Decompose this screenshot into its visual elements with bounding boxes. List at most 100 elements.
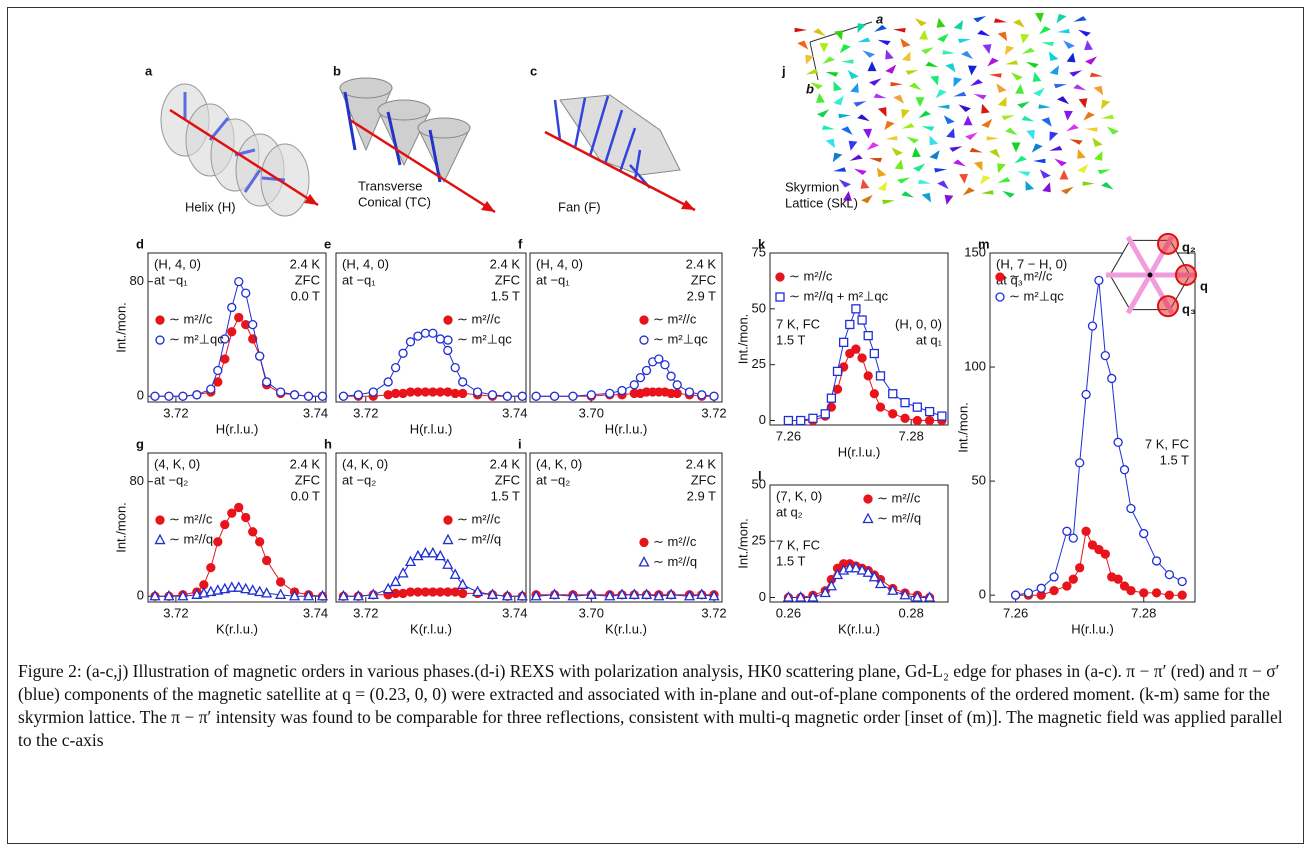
annotation: ZFC [495, 472, 520, 487]
spin-arrow [1085, 127, 1098, 132]
data-point [275, 577, 286, 587]
data-point [654, 354, 664, 364]
spin-arrow [969, 147, 983, 153]
data-point [227, 302, 237, 313]
spin-arrow [921, 192, 932, 203]
spin-arrow [1025, 61, 1039, 68]
illustration-caption: Fan (F) [558, 199, 601, 214]
spin-arrow [905, 70, 919, 75]
spin-arrow [1032, 71, 1042, 82]
spin-arrow [997, 96, 1007, 107]
spin-arrow [1056, 13, 1067, 24]
series [530, 588, 720, 601]
data-point [486, 588, 499, 599]
spin-arrow [873, 93, 887, 99]
spin-arrow [973, 161, 983, 172]
data-point [443, 515, 453, 525]
spin-arrow [853, 101, 867, 107]
data-point [832, 366, 843, 377]
spin-arrow [884, 120, 895, 131]
data-point [412, 549, 424, 561]
data-point [1113, 574, 1123, 584]
data-point [856, 564, 868, 575]
data-point [1100, 549, 1110, 559]
spin-arrow [921, 47, 934, 55]
spin-arrow [1078, 29, 1091, 37]
data-point [435, 587, 445, 597]
spin-arrow [822, 56, 835, 64]
spin-arrow [982, 44, 992, 55]
data-point [449, 568, 461, 579]
legend-label: ∼ m²//q + m²⊥qc [789, 288, 889, 303]
x-tick-label: 3.72 [353, 605, 378, 620]
panel-letter: g [136, 436, 144, 451]
data-point [413, 387, 423, 397]
data-point [796, 415, 806, 426]
annotation: 0.0 T [291, 288, 320, 303]
x-tick-label: 0.26 [776, 605, 801, 620]
conical-axis [349, 118, 496, 214]
spin-arrow [937, 180, 949, 190]
spin-arrow [833, 81, 843, 92]
data-point [857, 353, 867, 363]
illustration-caption: Conical (TC) [358, 194, 431, 209]
spin-arrow [1069, 139, 1083, 145]
data-point [234, 277, 244, 287]
data-point [604, 589, 616, 601]
data-point [155, 515, 165, 525]
data-point [825, 579, 837, 591]
inset-arrow [1125, 273, 1153, 315]
spin-arrow [874, 24, 887, 32]
data-point [428, 587, 438, 597]
spin-arrow [997, 163, 1006, 174]
data-point [1023, 588, 1034, 598]
data-point [517, 391, 527, 401]
spin-arrow [917, 179, 931, 184]
data-point [428, 328, 438, 338]
annotation: at q₂ [776, 504, 803, 519]
data-point [875, 371, 886, 381]
data-point [413, 331, 423, 341]
data-point [1139, 588, 1149, 598]
spin-arrow [1077, 164, 1089, 174]
spin-arrow [861, 194, 873, 204]
data-point [888, 409, 898, 419]
data-point [241, 288, 251, 298]
data-point [995, 292, 1005, 302]
data-point [428, 387, 438, 397]
spin-arrow [915, 97, 925, 107]
spin-arrow [977, 30, 991, 37]
data-point [857, 315, 867, 325]
data-point [443, 315, 453, 325]
spin-arrow [1038, 104, 1051, 109]
spin-arrow [1021, 115, 1035, 122]
data-point [1068, 574, 1078, 584]
x-tick-label: 3.74 [303, 605, 328, 620]
annotation: (H, 4, 0) [536, 256, 583, 271]
data-point [672, 380, 682, 390]
data-point [639, 335, 649, 345]
spin-arrow [953, 91, 967, 97]
data-point [874, 577, 887, 589]
spin-arrow [869, 157, 883, 163]
y-tick-label: 80 [130, 273, 144, 288]
data-point [1081, 526, 1091, 536]
spin-arrow [929, 135, 939, 146]
x-tick-label: 3.72 [353, 405, 378, 420]
spin-arrow [867, 61, 877, 72]
data-point [845, 348, 855, 359]
x-tick-label: 3.74 [303, 405, 328, 420]
spin-arrow [885, 64, 897, 74]
spin-arrow [848, 140, 858, 151]
x-axis-label: K(r.l.u.) [605, 621, 647, 636]
data-point [397, 566, 409, 578]
annotation: at −q₂ [342, 472, 376, 487]
spin-arrow [1073, 16, 1087, 22]
fan-axis [544, 130, 696, 212]
skyrmion-lattice [794, 12, 1119, 205]
data-point [775, 292, 785, 302]
series [782, 561, 936, 602]
legend-label: ∼ m²//q [877, 510, 921, 525]
series [783, 344, 947, 426]
data-point [672, 388, 682, 399]
